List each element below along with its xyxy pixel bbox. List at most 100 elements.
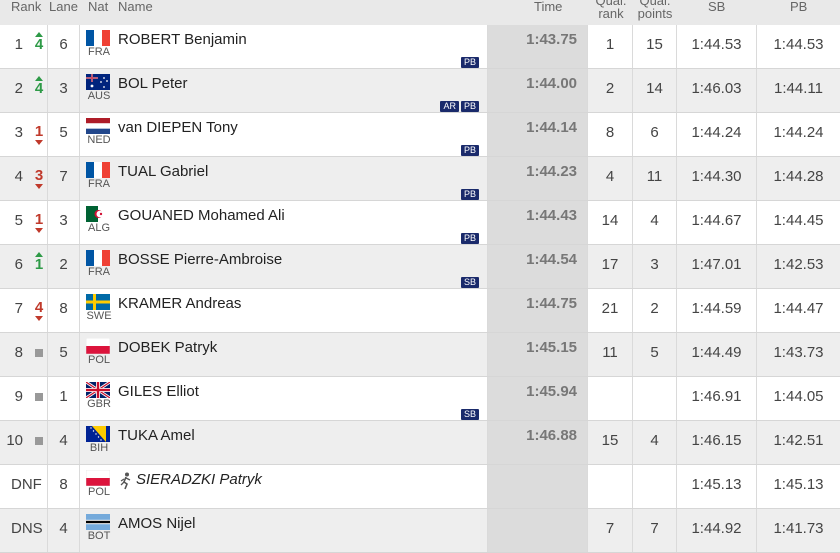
swe-flag-icon (86, 294, 110, 310)
sb-cell: 1:44.92 (677, 509, 757, 552)
table-row[interactable]: 2 4 3 AUS BOL Peter AR PB 1:44.00 2 14 1:46.03 1:44… (0, 69, 840, 113)
qual-rank-cell: 17 (588, 245, 633, 288)
table-row[interactable]: 1 4 6 FRA ROBERT Benjamin PB 1:43.75 1 15 1:44.53… (0, 25, 840, 69)
rank-value: DNF (11, 476, 42, 493)
qual-rank-cell: 7 (588, 509, 633, 552)
athlete-cell: BOT AMOS Nijel (80, 509, 488, 552)
table-row[interactable]: 6 1 2 FRA BOSSE Pierre-Ambroise SB 1:44.54 17 3 1… (0, 245, 840, 289)
runner-icon (118, 472, 134, 490)
time-cell (488, 465, 588, 508)
record-badges: PB (459, 52, 479, 70)
pb-cell: 1:44.28 (773, 168, 824, 185)
rank-change-value: 1 (34, 256, 44, 273)
record-badges: SB (459, 404, 479, 422)
header-rank[interactable]: Rank (11, 0, 42, 14)
athlete-name-link[interactable]: van DIEPEN Tony (118, 119, 238, 136)
header-lane[interactable]: Lane (49, 0, 78, 14)
fra-flag-icon (86, 30, 110, 46)
qual-points-cell: 15 (633, 25, 677, 68)
header-sb[interactable]: SB (708, 0, 726, 14)
lane-cell: 5 (48, 113, 80, 156)
alg-flag-icon (86, 206, 110, 222)
time-cell: 1:44.14 (488, 113, 588, 156)
lane-cell: 4 (48, 421, 80, 464)
table-row[interactable]: 3 1 5 NED van DIEPEN Tony PB 1:44.14 8 6 1:44.24 1… (0, 113, 840, 157)
time-cell: 1:44.43 (488, 201, 588, 244)
time-value: 1:43.75 (526, 31, 577, 48)
athlete-name-link[interactable]: BOL Peter (118, 75, 188, 92)
athlete-name-link[interactable]: TUKA Amel (118, 427, 195, 444)
table-row[interactable]: 10 4 BIH TUKA Amel 1:46.88 15 4 1:46.15 1:42.51 (0, 421, 840, 465)
nat-code: FRA (88, 46, 110, 58)
rank-value: 3 (14, 124, 23, 141)
header-time[interactable]: Time (534, 0, 563, 14)
pol-flag-icon (86, 470, 110, 486)
time-value: 1:44.23 (526, 163, 577, 180)
gbr-flag-icon (86, 382, 110, 398)
qual-points-cell: 5 (633, 333, 677, 376)
rank-cell: 8 (8, 333, 48, 376)
time-cell: 1:45.15 (488, 333, 588, 376)
table-row[interactable]: DNF 8 POL SIERADZKI Patryk 1:45.13 1:45.13 (0, 465, 840, 509)
table-row[interactable]: 4 3 7 FRA TUAL Gabriel PB 1:44.23 4 11 1:44.30 1:4… (0, 157, 840, 201)
qual-points-cell: 11 (633, 157, 677, 200)
athlete-name-link[interactable]: SIERADZKI Patryk (136, 471, 262, 488)
rank-change-same (34, 377, 46, 420)
sb-cell: 1:44.59 (677, 289, 757, 332)
qual-points-cell: 7 (633, 509, 677, 552)
header-nat[interactable]: Nat (88, 0, 109, 14)
table-row[interactable]: 7 4 8 SWE KRAMER Andreas 1:44.75 21 2 1:44.59 1:4… (0, 289, 840, 333)
nat-code: SWE (86, 310, 112, 322)
rank-cell: DNS (8, 509, 48, 552)
lane-cell: 7 (48, 157, 80, 200)
rank-change-down: 1 (34, 201, 46, 244)
nat-code: BIH (89, 442, 109, 454)
athlete-name-link[interactable]: KRAMER Andreas (118, 295, 242, 312)
nat-code: AUS (87, 90, 111, 102)
pb-cell: 1:44.11 (774, 80, 823, 97)
fra-flag-icon (86, 250, 110, 266)
athlete-name-link[interactable]: AMOS Nijel (118, 515, 196, 532)
lane-cell: 1 (48, 377, 80, 420)
nat-code: FRA (88, 266, 110, 278)
athlete-name-link[interactable]: DOBEK Patryk (118, 339, 218, 356)
time-value: 1:46.88 (526, 427, 577, 444)
table-row[interactable]: 8 5 POL DOBEK Patryk 1:45.15 11 5 1:44.49 1:43.7… (0, 333, 840, 377)
nat-code: NED (87, 134, 111, 146)
athlete-cell: BIH TUKA Amel (80, 421, 488, 464)
rank-value: 8 (14, 344, 23, 361)
athlete-cell: FRA TUAL Gabriel PB (80, 157, 488, 200)
arrow-down-icon (35, 184, 43, 189)
athlete-name-link[interactable]: ROBERT Benjamin (118, 31, 247, 48)
lane-cell: 4 (48, 509, 80, 552)
athlete-name-link[interactable]: TUAL Gabriel (118, 163, 209, 180)
rank-change-value: 1 (34, 211, 44, 228)
rank-change-down: 3 (34, 157, 46, 200)
pb-cell: 1:41.73 (773, 520, 824, 537)
athlete-cell: FRA BOSSE Pierre-Ambroise SB (80, 245, 488, 288)
lane-cell: 5 (48, 333, 80, 376)
header-qual-points[interactable]: Qual. points (637, 0, 673, 21)
athlete-name-link[interactable]: BOSSE Pierre-Ambroise (118, 251, 283, 268)
time-cell: 1:46.88 (488, 421, 588, 464)
pb-cell: 1:44.05 (773, 388, 824, 405)
rank-change-value: 3 (34, 167, 44, 184)
rank-value: 10 (6, 432, 23, 449)
athlete-name-link[interactable]: GOUANED Mohamed Ali (118, 207, 285, 224)
header-pb[interactable]: PB (790, 0, 808, 14)
rank-change-same (34, 421, 46, 464)
record-badges: PB (459, 140, 479, 158)
athlete-name-link[interactable]: GILES Elliot (118, 383, 199, 400)
pb-cell: 1:44.53 (773, 36, 824, 53)
rank-change-value: 1 (34, 123, 44, 140)
header-qual-rank[interactable]: Qual. rank (595, 0, 627, 21)
time-cell: 1:45.94 (488, 377, 588, 420)
header-name[interactable]: Name (118, 0, 153, 14)
table-row[interactable]: 5 1 3 ALG GOUANED Mohamed Ali PB 1:44.43 14 4 1:4… (0, 201, 840, 245)
pb-cell: 1:44.45 (773, 212, 824, 229)
table-row[interactable]: 9 1 GBR GILES Elliot SB 1:45.94 1:46.91 1:44.05 (0, 377, 840, 421)
table-row[interactable]: DNS 4 BOT AMOS Nijel 7 7 1:44.92 1:41.73 (0, 509, 840, 553)
